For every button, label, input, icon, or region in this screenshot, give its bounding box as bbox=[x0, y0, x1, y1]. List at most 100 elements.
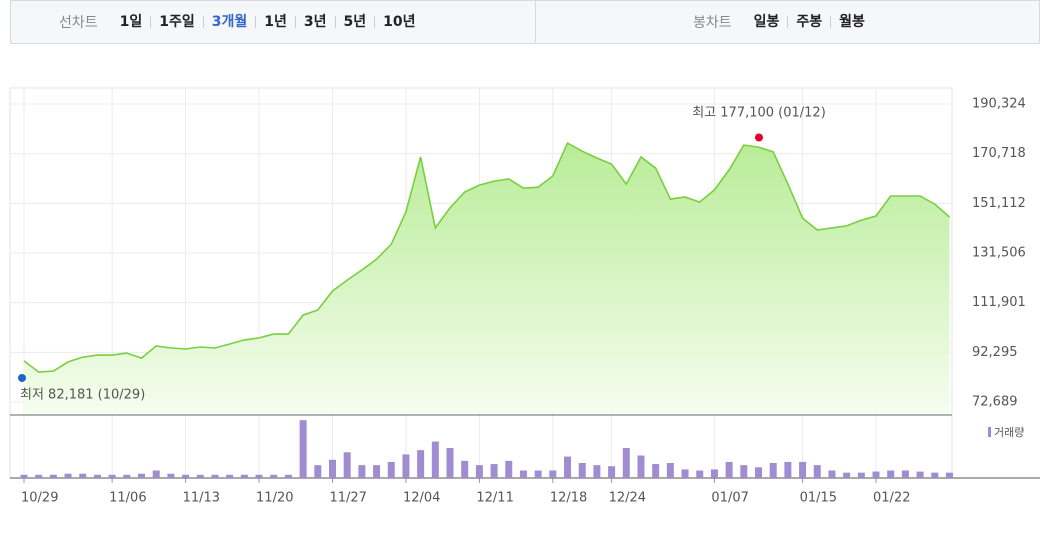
chart-option[interactable]: 10년 bbox=[374, 15, 423, 29]
chart-option[interactable]: 3개월 bbox=[202, 15, 256, 29]
x-tick-label: 12/04 bbox=[403, 491, 440, 506]
chart-option[interactable]: 1주일 bbox=[150, 15, 203, 29]
chart-option[interactable]: 1일 bbox=[119, 14, 143, 30]
y-tick-label: 111,901 bbox=[972, 295, 1026, 310]
candle-chart-options: 봉차트 일봉 주봉 월봉 bbox=[536, 1, 873, 43]
volume-bar bbox=[681, 469, 689, 478]
volume-bar bbox=[872, 471, 880, 478]
annotation-dot bbox=[755, 133, 763, 142]
volume-bar bbox=[490, 464, 498, 478]
x-tick-label: 11/20 bbox=[256, 491, 293, 506]
volume-bar bbox=[328, 459, 336, 478]
x-tick-label: 01/07 bbox=[711, 491, 748, 506]
annotation-label: 최저 82,181 (10/29) bbox=[20, 388, 145, 403]
volume-bar bbox=[578, 463, 586, 478]
volume-bar bbox=[314, 465, 322, 478]
chart-option[interactable]: 1년 bbox=[255, 15, 295, 29]
volume-bar bbox=[49, 474, 57, 478]
x-tick-label: 10/29 bbox=[21, 491, 58, 506]
volume-bar bbox=[505, 460, 513, 478]
volume-bar bbox=[270, 474, 278, 478]
volume-bar bbox=[799, 461, 807, 478]
legend-label: 거래량 bbox=[994, 426, 1024, 439]
volume-bar bbox=[431, 441, 439, 478]
volume-bar bbox=[784, 461, 792, 478]
candle-chart-label: 봉차트 bbox=[693, 15, 732, 31]
price-area bbox=[24, 143, 950, 413]
volume-bar bbox=[740, 465, 748, 478]
volume-bar bbox=[373, 465, 381, 478]
volume-bar bbox=[549, 470, 557, 478]
volume-bar bbox=[461, 460, 469, 478]
volume-bar bbox=[108, 474, 116, 478]
volume-bar bbox=[20, 474, 28, 478]
chart-option[interactable]: 월봉 bbox=[830, 15, 873, 29]
volume-bar bbox=[226, 474, 234, 478]
volume-bar bbox=[255, 474, 263, 478]
y-tick-label: 72,689 bbox=[972, 395, 1018, 410]
volume-bar bbox=[608, 466, 616, 478]
volume-bar bbox=[182, 474, 190, 478]
volume-bar bbox=[755, 467, 762, 478]
chart-option[interactable]: 3년 bbox=[294, 15, 335, 29]
volume-bar bbox=[240, 474, 248, 478]
volume-bar bbox=[813, 465, 821, 478]
volume-bar bbox=[887, 470, 895, 478]
volume-bar bbox=[211, 474, 219, 478]
volume-bar bbox=[79, 473, 87, 478]
x-tick-label: 01/22 bbox=[873, 491, 910, 506]
volume-bar bbox=[564, 456, 572, 478]
volume-bar bbox=[769, 463, 777, 478]
line-chart-options: 선차트 1일 1주일 3개월 1년 3년 5년 10년 bbox=[11, 1, 536, 43]
volume-bar bbox=[725, 461, 733, 478]
volume-bar bbox=[475, 465, 483, 478]
x-tick-label: 11/27 bbox=[329, 491, 366, 506]
annotation-label: 최고 177,100 (01/12) bbox=[692, 106, 826, 121]
volume-bar bbox=[196, 474, 204, 478]
volume-bar bbox=[299, 420, 307, 478]
volume-bar bbox=[857, 472, 865, 478]
x-tick-label: 12/24 bbox=[609, 491, 646, 506]
chart-option[interactable]: 주봉 bbox=[787, 15, 830, 29]
volume-bar bbox=[358, 465, 366, 478]
x-tick-label: 11/06 bbox=[109, 491, 146, 506]
volume-bar bbox=[931, 472, 939, 478]
volume-bar bbox=[446, 448, 454, 478]
volume-bar bbox=[843, 472, 851, 478]
x-tick-label: 01/15 bbox=[800, 491, 837, 506]
volume-bar bbox=[622, 448, 630, 478]
volume-bar bbox=[35, 474, 43, 478]
y-tick-label: 92,295 bbox=[972, 345, 1018, 360]
volume-bar bbox=[652, 464, 660, 478]
volume-bar bbox=[710, 469, 718, 478]
x-tick-label: 12/18 bbox=[550, 491, 587, 506]
volume-bar bbox=[284, 474, 292, 478]
volume-bar bbox=[901, 470, 909, 478]
chart-option[interactable]: 일봉 bbox=[753, 14, 780, 30]
volume-bar bbox=[916, 471, 924, 478]
x-tick-label: 11/13 bbox=[183, 491, 220, 506]
volume-bar bbox=[417, 450, 425, 478]
legend-swatch bbox=[988, 427, 991, 437]
volume-bar bbox=[123, 474, 131, 478]
volume-bar bbox=[138, 473, 146, 478]
volume-bar bbox=[64, 473, 72, 478]
volume-bar bbox=[828, 470, 836, 478]
volume-bar bbox=[534, 470, 542, 478]
volume-bar bbox=[945, 472, 953, 478]
volume-bar bbox=[696, 470, 704, 478]
volume-bar bbox=[167, 473, 175, 478]
line-chart-label: 선차트 bbox=[59, 15, 98, 31]
chart-option[interactable]: 5년 bbox=[334, 15, 375, 29]
y-tick-label: 190,324 bbox=[972, 97, 1026, 112]
volume-bar bbox=[519, 470, 527, 478]
volume-bar bbox=[593, 465, 601, 478]
volume-bar bbox=[152, 470, 160, 478]
volume-bar bbox=[93, 474, 101, 478]
volume-bar bbox=[387, 461, 395, 478]
price-line bbox=[23, 141, 951, 373]
toolbar: 선차트 1일 1주일 3개월 1년 3년 5년 10년 봉차트 일봉 주봉 월봉 bbox=[10, 0, 1040, 44]
x-tick-label: 12/11 bbox=[476, 491, 513, 506]
